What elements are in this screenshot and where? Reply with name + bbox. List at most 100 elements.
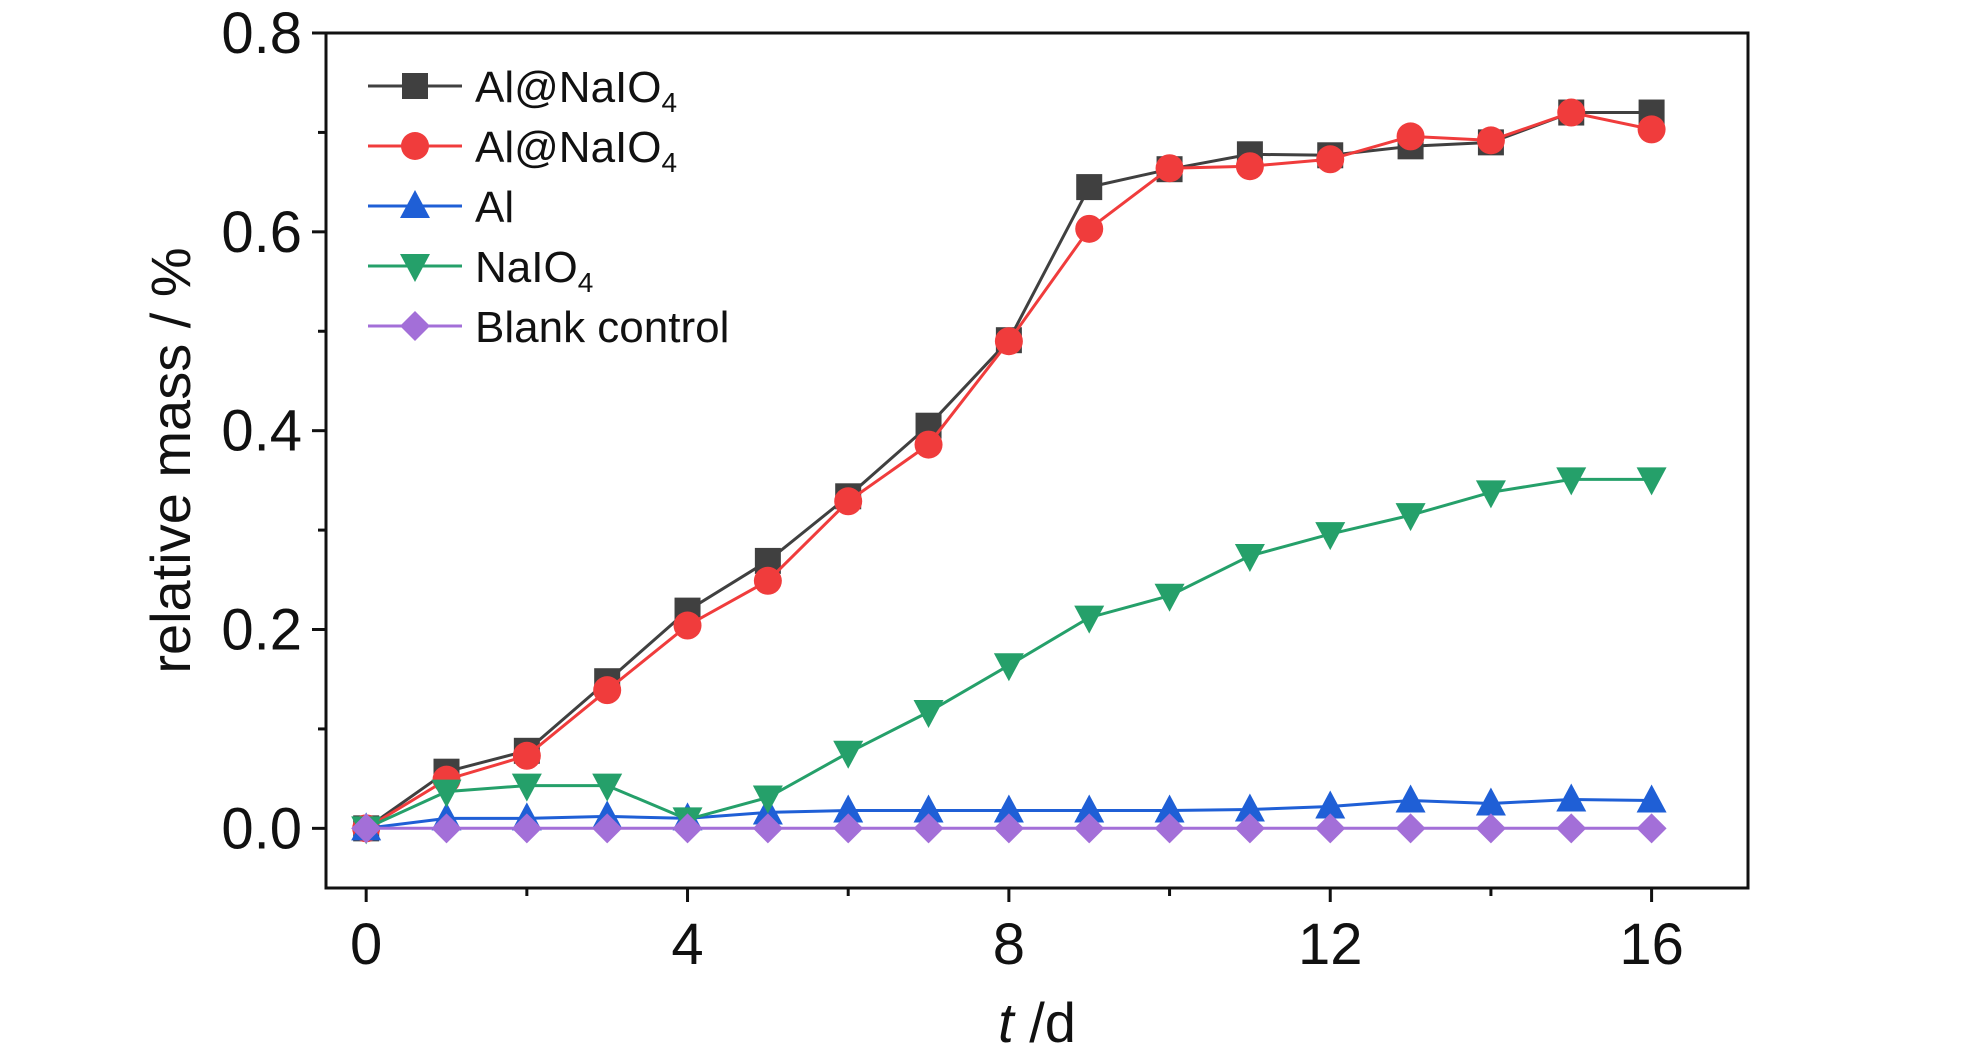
x-tick-label: 16 — [1619, 912, 1684, 977]
y-axis-title: relative mass / % — [139, 247, 202, 673]
data-point — [1076, 174, 1103, 201]
data-point — [1074, 813, 1105, 844]
legend-label: Al — [475, 183, 514, 232]
data-point — [913, 794, 944, 823]
data-point — [1556, 467, 1587, 496]
x-tick-label: 4 — [671, 912, 703, 977]
data-point — [994, 327, 1023, 356]
legend-marker — [402, 73, 428, 99]
data-point — [1315, 813, 1346, 844]
data-point — [914, 430, 943, 459]
legend-label-subscript: 4 — [578, 267, 594, 298]
data-point — [1395, 503, 1426, 532]
y-tick-label: 0.2 — [221, 598, 302, 663]
x-axis-title-variable: t — [998, 991, 1016, 1054]
x-axis-title-unit: /d — [1014, 991, 1076, 1054]
series-5 — [351, 813, 1667, 844]
data-point — [1234, 543, 1265, 572]
legend-label-subscript: 4 — [661, 87, 677, 118]
legend-label-main: NaIO — [475, 243, 578, 292]
axes: 0 4 8 12 16 0.0 0.2 0.4 0.6 0.8 — [221, 1, 1750, 977]
data-point — [993, 794, 1024, 823]
data-point — [511, 773, 542, 802]
data-point — [1154, 794, 1185, 823]
legend-entry: Al — [368, 183, 514, 232]
data-point — [1636, 784, 1667, 813]
series-layer — [351, 98, 1667, 845]
data-point — [1556, 783, 1587, 812]
legend-entry: Blank control — [368, 303, 729, 352]
data-point — [833, 813, 864, 844]
legend-label: NaIO4 — [475, 243, 593, 298]
data-point — [913, 700, 944, 729]
legend-label-main: Al@NaIO — [475, 123, 661, 172]
data-point — [1396, 122, 1425, 151]
legend-marker — [400, 254, 430, 282]
data-point — [993, 813, 1024, 844]
legend-label: Blank control — [475, 303, 729, 352]
data-point — [753, 566, 782, 595]
y-tick-label: 0.6 — [221, 200, 302, 265]
data-point — [1074, 794, 1105, 823]
y-tick-label: 0.4 — [221, 399, 302, 464]
data-point — [1637, 115, 1666, 144]
data-point — [1315, 790, 1346, 819]
legend-label: Al@NaIO4 — [475, 123, 677, 178]
x-tick-label: 0 — [350, 912, 382, 977]
legend-entry: Al@NaIO4 — [368, 63, 677, 118]
data-point — [1475, 813, 1506, 844]
y-tick-label: 0.0 — [221, 796, 302, 861]
legend-label-main: Blank control — [475, 303, 729, 352]
series-1 — [353, 99, 1665, 842]
data-point — [752, 813, 783, 844]
legend-entry: NaIO4 — [368, 243, 593, 298]
data-point — [512, 741, 541, 770]
data-point — [752, 785, 783, 814]
series-line — [365, 110, 1652, 830]
data-point — [592, 813, 623, 844]
data-point — [1074, 605, 1105, 634]
series-4 — [351, 467, 1667, 845]
data-point — [351, 813, 382, 844]
data-point — [431, 779, 462, 808]
legend-marker — [401, 132, 429, 160]
legend-label-main: Al — [475, 183, 514, 232]
data-point — [1315, 522, 1346, 551]
x-tick-label: 12 — [1298, 912, 1363, 977]
legend-marker — [400, 311, 430, 341]
data-point — [834, 487, 863, 516]
data-point — [1475, 787, 1506, 816]
data-point — [1155, 154, 1184, 183]
data-point — [1235, 152, 1264, 181]
x-tick-label: 8 — [993, 912, 1025, 977]
data-point — [1234, 813, 1265, 844]
data-point — [1075, 214, 1104, 243]
x-axis-title: t /d — [998, 991, 1076, 1054]
data-point — [1234, 793, 1265, 822]
data-point — [1556, 813, 1587, 844]
data-point — [1395, 813, 1426, 844]
data-point — [1476, 126, 1505, 155]
data-point — [913, 813, 944, 844]
data-point — [833, 794, 864, 823]
series-2 — [352, 98, 1666, 843]
plot-frame — [324, 31, 1750, 890]
data-point — [593, 676, 622, 705]
legend-marker — [400, 190, 430, 218]
legend-entry: Al@NaIO4 — [368, 123, 677, 178]
legend-label-subscript: 4 — [661, 147, 677, 178]
data-point — [833, 740, 864, 769]
data-point — [1316, 145, 1345, 174]
legend-label: Al@NaIO4 — [475, 63, 677, 118]
data-point — [1154, 583, 1185, 612]
data-point — [1636, 813, 1667, 844]
data-point — [672, 813, 703, 844]
series-line — [365, 111, 1652, 830]
data-point — [1636, 467, 1667, 496]
data-point — [1475, 480, 1506, 509]
data-point — [1395, 784, 1426, 813]
data-point — [1154, 813, 1185, 844]
data-point — [673, 611, 702, 640]
